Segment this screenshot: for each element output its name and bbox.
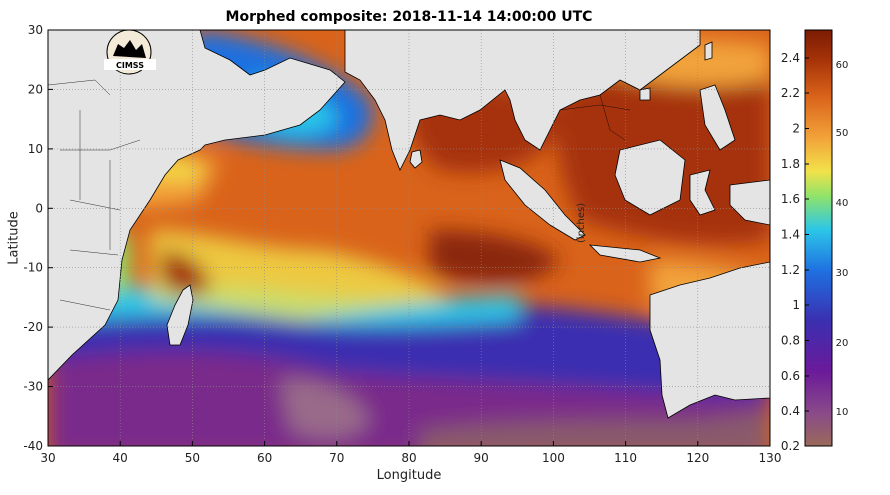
x-tick-label: 30 [40, 451, 55, 465]
map-title: Morphed composite: 2018-11-14 14:00:00 U… [225, 9, 593, 25]
x-tick-label: 80 [401, 451, 416, 465]
x-tick-label: 60 [257, 451, 272, 465]
x-axis-label: Longitude [376, 468, 442, 483]
x-tick-label: 110 [614, 451, 637, 465]
colorbar-tick-inches: 0.6 [781, 369, 800, 383]
x-tick-label: 40 [113, 451, 128, 465]
colorbar-tick-inches: 2 [792, 122, 800, 136]
colorbar-tick-inches: 1.6 [781, 192, 800, 206]
x-tick-label: 90 [474, 451, 489, 465]
y-tick-label: -10 [23, 261, 43, 275]
colorbar-tick-mm: 20 [836, 338, 849, 349]
colorbar-tick-inches: 1.8 [781, 157, 800, 171]
colorbar-unit-label: (inches) [576, 203, 587, 243]
y-tick-label: 30 [28, 23, 43, 37]
y-tick-label: -30 [23, 380, 43, 394]
y-tick-label: -20 [23, 320, 43, 334]
colorbar-tick-inches: 0.2 [781, 439, 800, 453]
y-tick-label: -40 [23, 439, 43, 453]
colorbar-tick-mm: 40 [836, 198, 849, 209]
cimss-logo: CIMSS [104, 30, 156, 75]
y-tick-label: 10 [28, 142, 43, 156]
colorbar-tick-inches: 1.4 [781, 228, 800, 242]
colorbar-tick-mm: 10 [836, 407, 849, 418]
logo-text: CIMSS [116, 61, 144, 70]
colorbar-tick-inches: 0.4 [781, 404, 800, 418]
x-tick-label: 70 [329, 451, 344, 465]
y-axis: 30 20 10 0 -10 -20 -30 -40 [23, 23, 53, 453]
colorbar-tick-inches: 2.2 [781, 86, 800, 100]
x-tick-label: 130 [759, 451, 782, 465]
colorbar-tick-inches: 1 [792, 298, 800, 312]
colorbar-tick-inches: 0.8 [781, 334, 800, 348]
x-tick-label: 50 [185, 451, 200, 465]
x-tick-label: 120 [686, 451, 709, 465]
grid-lines [48, 30, 770, 446]
colorbar: (inches) 2.4 2.2 2 1.8 1.6 1.4 1.2 1 0.8… [576, 29, 849, 453]
colorbar-tick-inches: 1.2 [781, 263, 800, 277]
y-tick-label: 20 [28, 82, 43, 96]
colorbar-tick-inches: 2.4 [781, 51, 800, 65]
colorbar-tick-mm: 60 [836, 60, 849, 71]
colorbar-tick-mm: 30 [836, 268, 849, 279]
x-tick-label: 100 [542, 451, 565, 465]
land-masses [48, 30, 770, 419]
y-tick-label: 0 [35, 201, 43, 215]
x-axis: 30 40 50 60 70 80 90 100 110 120 130 [40, 441, 781, 465]
colorbar-tick-mm: 50 [836, 128, 849, 139]
tpw-field: CIMSS [48, 30, 770, 446]
